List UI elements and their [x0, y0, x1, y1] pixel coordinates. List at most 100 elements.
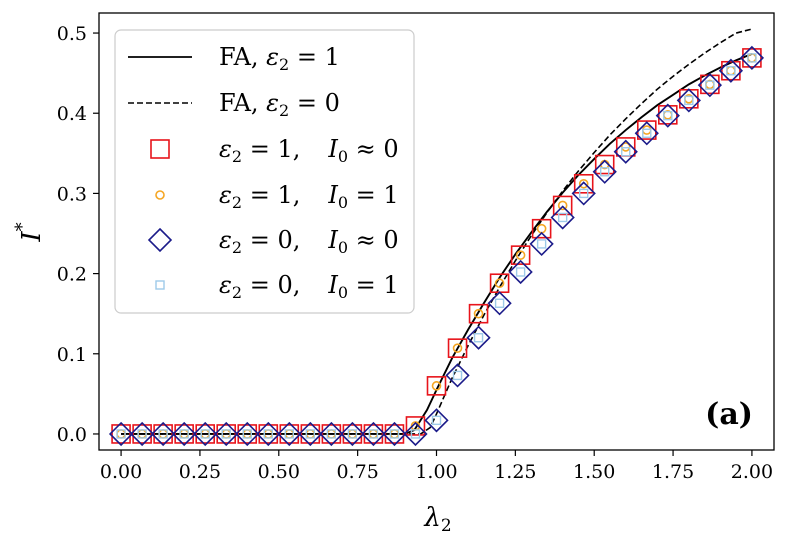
marker-eps0-i01 [431, 415, 442, 426]
marker-eps0-i01 [705, 80, 715, 90]
marker-eps0-i01 [684, 95, 694, 106]
marker-eps0-i0approx0 [613, 139, 638, 164]
marker-eps1-i0approx0 [742, 48, 762, 68]
legend-fa-prefix: FA, [219, 43, 266, 71]
marker-eps0-i0approx0 [550, 205, 575, 230]
x-axis-label: λ2 [423, 503, 451, 536]
marker-eps0-i0approx0 [277, 421, 302, 447]
panel-label: (a) [705, 397, 753, 432]
marker-eps1-i0approx0 [700, 74, 720, 95]
marker-eps0-i0approx0 [361, 421, 386, 447]
legend-sub2: 2 [279, 55, 289, 74]
marker-eps0-i0approx0 [256, 421, 281, 447]
legend-label-fa-eps1: FA, ε2 = 1 [219, 43, 340, 74]
legend-eps: ε [219, 181, 232, 209]
marker-eps0-i0approx0 [108, 421, 134, 447]
x-tick-label: 1.50 [573, 461, 615, 483]
marker-eps0-i0approx0 [529, 231, 554, 257]
legend-comma: , [293, 135, 301, 163]
x-tick-label: 0.50 [258, 461, 300, 483]
marker-eps1-i0approx0 [552, 195, 573, 216]
marker-eps0-i01 [579, 188, 589, 199]
marker-eps0-i01 [305, 429, 316, 439]
x-tick-label: 1.25 [494, 461, 536, 483]
marker-eps0-i01 [494, 298, 505, 308]
y-tick-label: 0.2 [57, 264, 87, 286]
marker-eps0-i0approx0 [571, 181, 596, 206]
marker-eps1-i0approx0 [636, 120, 657, 140]
x-tick-label: 0.75 [336, 461, 378, 483]
marker-eps0-i01 [284, 429, 294, 439]
marker-eps1-i01 [578, 178, 589, 189]
marker-eps0-i0approx0 [129, 421, 155, 447]
legend-eq0: = 0 [242, 226, 293, 254]
marker-eps1-i01 [431, 381, 442, 391]
legend-eps: ε [219, 226, 232, 254]
marker-eps0-i01 [621, 147, 631, 157]
x-tick-label: 1.00 [415, 461, 457, 483]
legend-eq1: = 1 [242, 135, 293, 163]
legend-sub2: 2 [279, 101, 289, 120]
marker-eps0-i01 [410, 429, 421, 439]
marker-eps0-i0approx0 [466, 325, 491, 350]
legend-i: I [327, 271, 338, 299]
marker-eps0-i01 [536, 239, 547, 249]
fa-line-eps0 [121, 28, 753, 435]
marker-eps0-i0approx0 [424, 408, 449, 433]
marker-eps0-i01 [347, 429, 358, 439]
marker-eps0-i0approx0 [655, 103, 680, 128]
legend-comma: , [293, 181, 301, 209]
marker-eps0-i0approx0 [382, 421, 407, 447]
marker-eps0-i01 [200, 429, 210, 439]
marker-eps0-i01 [473, 333, 484, 343]
legend-label-eps1-i01: ε2 = 1, I0 = 1 [219, 181, 399, 212]
marker-eps0-i01 [368, 429, 379, 439]
marker-eps0-i0approx0 [319, 421, 344, 447]
marker-eps0-i01 [452, 370, 463, 381]
marker-eps1-i01 [452, 343, 463, 353]
marker-eps1-i0approx0 [531, 218, 552, 239]
marker-eps1-i0approx0 [447, 338, 468, 358]
marker-eps1-i0approx0 [510, 245, 531, 265]
legend: FA, ε2 = 1 FA, ε2 = 0 ε2 = 1, I0 ≈ 0 ε2 =… [114, 29, 415, 314]
marker-eps0-i01 [221, 429, 231, 439]
y-tick-label: 0.3 [57, 183, 87, 205]
marker-eps1-i0approx0 [594, 154, 615, 175]
marker-eps0-i01 [600, 167, 610, 177]
marker-eps0-i01 [747, 53, 757, 63]
marker-eps1-i01 [557, 200, 568, 211]
legend-sub0: 0 [338, 238, 348, 257]
legend-i: I [327, 226, 338, 254]
marker-eps0-i0approx0 [676, 88, 701, 113]
x-tick-label: 2.00 [731, 461, 773, 483]
legend-eq0: = 0 [289, 89, 340, 117]
marker-eps0-i0approx0 [172, 421, 197, 447]
legend-approx0: ≈ 0 [348, 135, 399, 163]
legend-sub2: 2 [232, 238, 242, 257]
marker-eps0-i0approx0 [718, 58, 744, 83]
marker-eps0-i01 [515, 267, 526, 277]
markers-layer [108, 45, 765, 447]
legend-label-eps1-i0approx0: ε2 = 1, I0 ≈ 0 [219, 135, 399, 166]
marker-eps0-i01 [642, 128, 652, 138]
legend-equals1: = 1 [348, 181, 399, 209]
marker-eps1-i0approx0 [573, 173, 594, 194]
legend-approx0: ≈ 0 [348, 226, 399, 254]
x-tick-label: 1.75 [652, 461, 694, 483]
marker-eps0-i01 [158, 429, 168, 439]
legend-box [114, 29, 415, 314]
marker-eps0-i01 [557, 212, 568, 223]
marker-eps0-i0approx0 [150, 421, 176, 447]
marker-eps0-i0approx0 [235, 421, 260, 447]
marker-eps0-i0approx0 [193, 421, 218, 447]
y-tick-label: 0.0 [57, 424, 87, 446]
legend-label-eps0-i0approx0: ε2 = 0, I0 ≈ 0 [219, 226, 399, 257]
marker-eps0-i0approx0 [445, 363, 470, 388]
marker-eps0-i0approx0 [508, 259, 533, 285]
marker-eps0-i0approx0 [592, 159, 617, 184]
marker-eps0-i0approx0 [298, 421, 323, 447]
legend-sub0: 0 [338, 283, 348, 302]
y-tick-label: 0.5 [57, 23, 87, 45]
x-tick-label: 0.25 [179, 461, 221, 483]
